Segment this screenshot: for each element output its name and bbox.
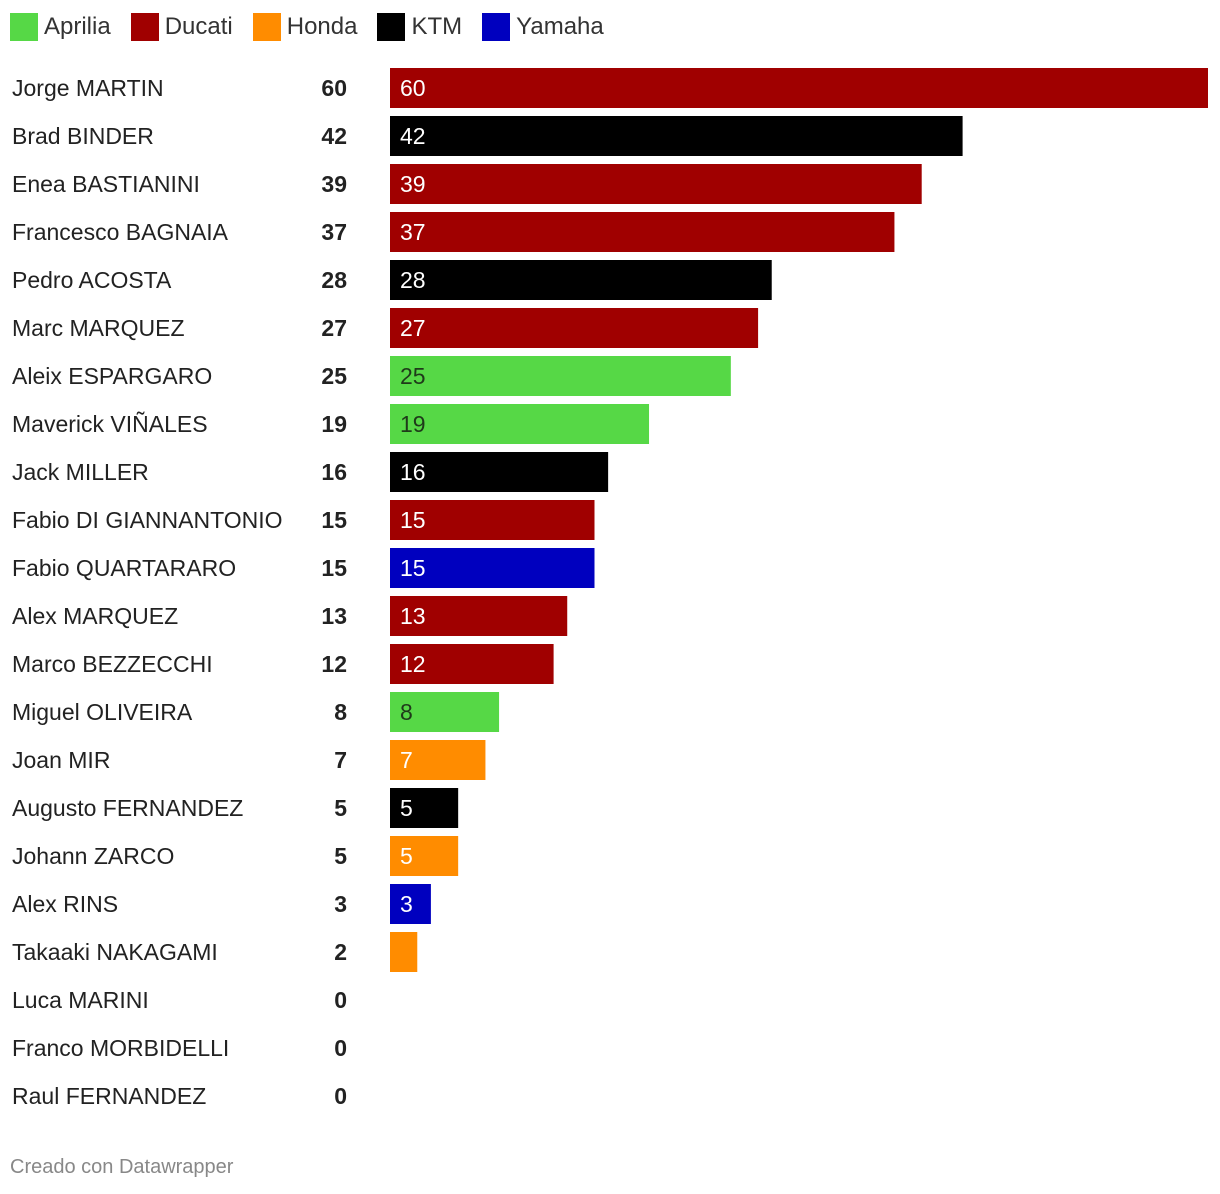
rider-name: Aleix ESPARGARO <box>12 363 212 389</box>
rider-name: Jorge MARTIN <box>12 75 164 101</box>
chart-legend: Aprilia Ducati Honda KTM Yamaha <box>10 12 624 42</box>
bar-label: 15 <box>400 507 426 533</box>
rider-points: 12 <box>321 651 347 677</box>
rider-name: Raul FERNANDEZ <box>12 1083 206 1109</box>
rider-name: Fabio DI GIANNANTONIO <box>12 507 283 533</box>
rider-points: 0 <box>334 1083 347 1109</box>
bar <box>390 692 500 732</box>
bar-label: 5 <box>400 795 413 821</box>
legend-label: Honda <box>286 13 358 40</box>
rider-points: 28 <box>321 267 347 293</box>
bar <box>390 932 418 972</box>
rider-name: Takaaki NAKAGAMI <box>12 939 218 965</box>
rider-points: 16 <box>321 459 347 485</box>
rider-name: Brad BINDER <box>12 123 154 149</box>
rider-name: Miguel OLIVEIRA <box>12 699 193 725</box>
rider-name: Luca MARINI <box>12 987 149 1013</box>
bar-label: 8 <box>400 699 413 725</box>
bar <box>390 164 922 204</box>
rider-points: 19 <box>321 411 347 437</box>
rider-points: 15 <box>321 555 347 581</box>
rider-name: Francesco BAGNAIA <box>12 219 229 245</box>
legend-item-aprilia: Aprilia <box>10 13 111 41</box>
rider-name: Maverick VIÑALES <box>12 411 208 437</box>
bar-label: 25 <box>400 363 426 389</box>
bar-label: 39 <box>400 171 426 197</box>
rider-name: Alex MARQUEZ <box>12 603 178 629</box>
legend-label: KTM <box>411 13 463 40</box>
rider-points: 37 <box>321 219 347 245</box>
rider-points: 15 <box>321 507 347 533</box>
bar <box>390 404 650 444</box>
rider-points: 0 <box>334 1035 347 1061</box>
rider-points: 8 <box>334 699 347 725</box>
bar <box>390 740 486 780</box>
legend-item-yamaha: Yamaha <box>482 13 604 41</box>
bar-label: 13 <box>400 603 426 629</box>
rider-points: 5 <box>334 843 347 869</box>
bar <box>390 596 568 636</box>
bar <box>390 836 459 876</box>
legend-swatch <box>482 13 511 41</box>
rider-name: Joan MIR <box>12 747 110 773</box>
bar <box>390 644 554 684</box>
rider-name: Pedro ACOSTA <box>12 267 172 293</box>
bar-label: 37 <box>400 219 426 245</box>
legend-label: Yamaha <box>516 13 604 40</box>
rider-points: 5 <box>334 795 347 821</box>
rider-points: 3 <box>334 891 347 917</box>
rider-points: 25 <box>321 363 347 389</box>
legend-swatch <box>10 13 38 41</box>
bar <box>390 500 595 540</box>
legend-swatch <box>130 13 159 41</box>
legend-item-ktm: KTM <box>377 13 462 41</box>
bar-label: 7 <box>400 747 413 773</box>
rider-name: Enea BASTIANINI <box>12 171 200 197</box>
rider-points: 0 <box>334 987 347 1013</box>
rider-points: 39 <box>321 171 347 197</box>
bar <box>390 452 609 492</box>
legend-item-ducati: Ducati <box>130 13 233 41</box>
bar <box>390 884 431 924</box>
bar-label: 15 <box>400 555 426 581</box>
bar-label: 27 <box>400 315 426 341</box>
rider-name: Marc MARQUEZ <box>12 315 185 341</box>
rider-name: Alex RINS <box>12 891 118 917</box>
legend-item-honda: Honda <box>252 13 358 41</box>
bar-label: 3 <box>400 891 413 917</box>
bar-label: 16 <box>400 459 426 485</box>
bar-label: 60 <box>400 75 426 101</box>
rider-points: 60 <box>321 75 347 101</box>
legend-swatch <box>377 13 406 41</box>
bar-label: 5 <box>400 843 413 869</box>
rider-points: 13 <box>321 603 347 629</box>
rider-name: Fabio QUARTARARO <box>12 555 236 581</box>
bar <box>390 116 963 156</box>
rider-name: Franco MORBIDELLI <box>12 1035 229 1061</box>
bar-label: 19 <box>400 411 426 437</box>
bar <box>390 68 1208 108</box>
bar <box>390 212 895 252</box>
footer-credit: Creado con Datawrapper <box>10 1156 234 1178</box>
rider-name: Augusto FERNANDEZ <box>12 795 243 821</box>
bar <box>390 308 759 348</box>
rider-name: Marco BEZZECCHI <box>12 651 213 677</box>
rider-name: Jack MILLER <box>12 459 149 485</box>
rider-points: 7 <box>334 747 347 773</box>
bar <box>390 548 595 588</box>
rider-points: 42 <box>321 123 347 149</box>
bar-label: 12 <box>400 651 426 677</box>
bar <box>390 788 459 828</box>
bar-label: 42 <box>400 123 426 149</box>
bar-label: 28 <box>400 267 426 293</box>
legend-label: Aprilia <box>44 13 111 40</box>
rider-points: 27 <box>321 315 347 341</box>
bar <box>390 356 731 396</box>
rider-points: 2 <box>334 939 347 965</box>
rider-name: Johann ZARCO <box>12 843 174 869</box>
bar <box>390 260 772 300</box>
legend-label: Ducati <box>164 13 233 40</box>
legend-swatch <box>252 13 281 41</box>
